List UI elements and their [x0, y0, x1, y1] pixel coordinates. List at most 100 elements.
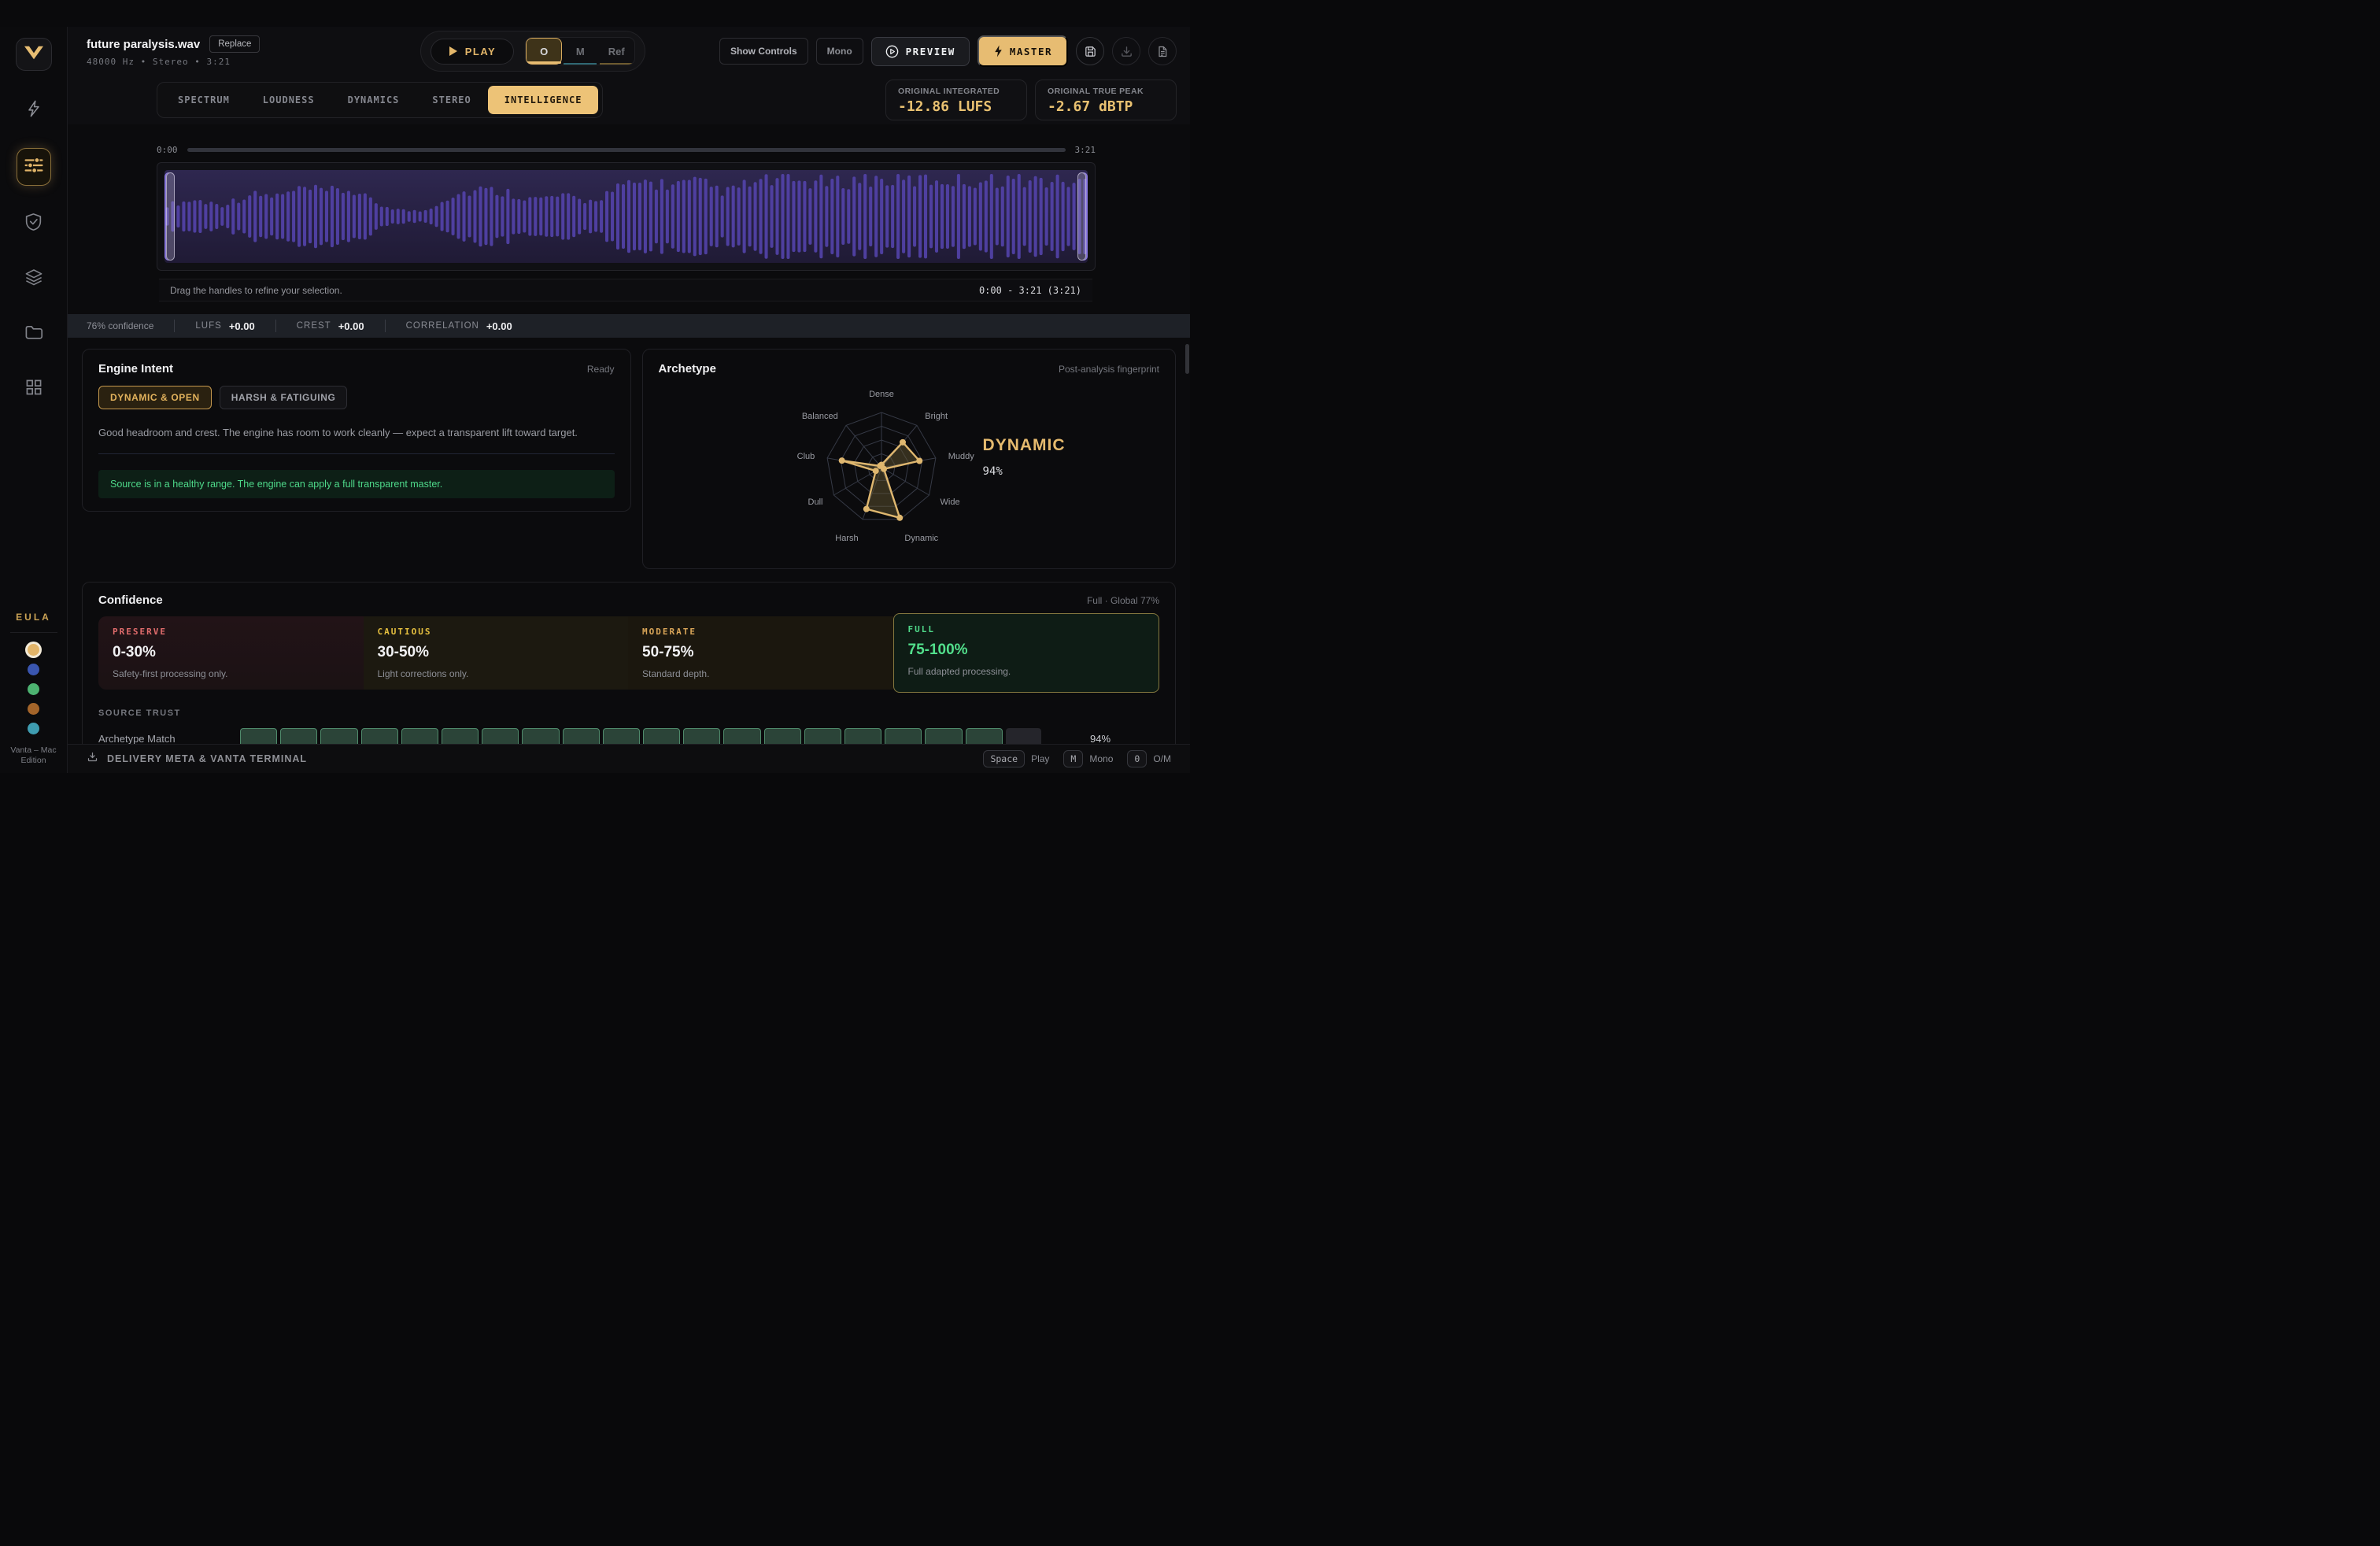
- shortcut-key: M: [1063, 750, 1084, 767]
- sidebar-item-engine[interactable]: [17, 93, 51, 128]
- tab-spectrum[interactable]: SPECTRUM: [178, 94, 230, 105]
- intent-chip[interactable]: DYNAMIC & OPEN: [98, 386, 212, 409]
- waveform-selection[interactable]: [164, 170, 1088, 263]
- shield-check-icon: [24, 213, 42, 235]
- trust-segment: [280, 728, 318, 744]
- confidence-card-cautious[interactable]: CAUTIOUS 30-50% Light corrections only.: [363, 616, 628, 690]
- edition-label: Vanta – Mac Edition: [10, 745, 57, 766]
- confidence-cards: PRESERVE 0-30% Safety-first processing onl…: [98, 613, 1159, 693]
- svg-text:Dynamic: Dynamic: [904, 534, 938, 543]
- analysis-tabs-row: SPECTRUM LOUDNESS DYNAMICS STEREO INTELLIGEN…: [68, 76, 1190, 124]
- archetype-radar-chart: Dense Bright Muddy Wide Dynamic Harsh Dull Club…: [796, 390, 974, 543]
- archetype-match-row: Archetype Match 94%: [98, 728, 1159, 744]
- confidence-title: Confidence: [98, 594, 163, 607]
- svg-text:Wide: Wide: [940, 497, 959, 507]
- shortcut-key: 0: [1127, 750, 1148, 767]
- statusbar-separator: [174, 320, 176, 332]
- timeline-end: 3:21: [1074, 145, 1096, 155]
- sidebar-item-apps[interactable]: [17, 372, 51, 406]
- intent-chip[interactable]: HARSH & FATIGUING: [219, 386, 348, 409]
- trust-segment: [804, 728, 842, 744]
- stat-card-value: -12.86 LUFS: [898, 98, 992, 115]
- master-bolt-icon: [995, 45, 1002, 57]
- report-button[interactable]: [1148, 37, 1177, 65]
- monitor-mode-reference[interactable]: Ref: [598, 38, 634, 65]
- sidebar-item-layers[interactable]: [17, 261, 51, 296]
- terminal-download-icon: [87, 751, 98, 767]
- statusbar-separator: [275, 320, 276, 332]
- svg-text:Bright: Bright: [925, 412, 948, 421]
- vanta-logo-button[interactable]: [15, 38, 52, 71]
- sidebar-item-safety[interactable]: [17, 206, 51, 241]
- trust-segment: [562, 728, 600, 744]
- equalizer-icon: [24, 156, 44, 179]
- statusbar-separator: [384, 320, 386, 332]
- trust-segment: [442, 728, 479, 744]
- file-name: future paralysis.wav: [87, 37, 201, 51]
- palette-swatch[interactable]: [28, 663, 39, 675]
- tab-dynamics[interactable]: DYNAMICS: [347, 94, 400, 105]
- intelligence-content: 0:00 3:21 Drag the handles to refine you…: [68, 124, 1190, 744]
- folder-icon: [24, 324, 43, 344]
- monitor-mode-master[interactable]: M: [562, 38, 598, 65]
- preview-button[interactable]: PREVIEW: [870, 36, 970, 66]
- trust-segment: [844, 728, 882, 744]
- bottom-bar: DELIVERY META & VANTA TERMINAL Space Play…: [68, 744, 1190, 773]
- archetype-subtitle: Post-analysis fingerprint: [1058, 363, 1159, 375]
- analysis-tabs: SPECTRUM LOUDNESS DYNAMICS STEREO INTELLIGEN…: [157, 82, 604, 118]
- palette-swatch[interactable]: [28, 722, 39, 734]
- stat-card: ORIGINAL TRUE PEAK -2.67 dBTP: [1035, 80, 1177, 120]
- mono-button[interactable]: Mono: [815, 38, 863, 65]
- download-icon: [1121, 46, 1132, 57]
- selection-handle-left[interactable]: [166, 172, 175, 261]
- confidence-card-label: MODERATE: [642, 627, 697, 637]
- save-button[interactable]: [1076, 37, 1104, 65]
- sidebar-item-files[interactable]: [17, 316, 51, 351]
- confidence-readout: 76% confidence: [87, 320, 154, 331]
- engine-intent-title: Engine Intent: [98, 362, 173, 375]
- trust-segment: [602, 728, 641, 744]
- monitor-mode-original[interactable]: O: [526, 38, 563, 65]
- theme-palette: [28, 643, 39, 734]
- play-button[interactable]: PLAY: [430, 38, 515, 65]
- tab-stereo[interactable]: STEREO: [432, 94, 471, 105]
- stat-card-label: ORIGINAL INTEGRATED: [898, 87, 1000, 96]
- confidence-panel: Confidence Full · Global 77% PRESERVE 0-3…: [82, 582, 1176, 744]
- confidence-card-label: CAUTIOUS: [377, 627, 432, 637]
- selection-handle-right[interactable]: [1077, 172, 1086, 261]
- sidebar-item-mastering[interactable]: [16, 148, 51, 186]
- master-button[interactable]: MASTER: [977, 35, 1068, 67]
- svg-text:Dense: Dense: [869, 390, 894, 399]
- stat-card: ORIGINAL INTEGRATED -12.86 LUFS: [885, 80, 1027, 120]
- confidence-card-full[interactable]: FULL 75-100% Full adapted processing.: [893, 613, 1159, 693]
- replace-button[interactable]: Replace: [209, 35, 261, 53]
- layers-icon: [24, 268, 43, 290]
- window-titlebar: [0, 0, 1190, 27]
- tab-intelligence[interactable]: INTELLIGENCE: [487, 86, 599, 114]
- confidence-card-moderate[interactable]: MODERATE 50-75% Standard depth.: [628, 616, 893, 690]
- palette-swatch[interactable]: [28, 643, 39, 656]
- shortcut: Space Play: [983, 750, 1049, 767]
- svg-text:Club: Club: [796, 452, 815, 461]
- document-icon: [1159, 46, 1167, 57]
- trust-segment: [683, 728, 721, 744]
- palette-swatch[interactable]: [28, 702, 39, 715]
- engine-status: Ready: [586, 363, 615, 375]
- scrollbar-thumb[interactable]: [1185, 344, 1189, 374]
- trust-row-label: Archetype Match: [98, 732, 176, 745]
- trust-segment: [763, 728, 801, 744]
- trust-segment: [723, 728, 761, 744]
- timeline-track[interactable]: [187, 148, 1066, 152]
- preview-play-icon: [885, 45, 898, 57]
- download-button[interactable]: [1112, 37, 1140, 65]
- confidence-card-preserve[interactable]: PRESERVE 0-30% Safety-first processing onl…: [98, 616, 364, 690]
- confidence-card-desc: Standard depth.: [642, 668, 710, 679]
- show-controls-button[interactable]: Show Controls: [719, 38, 808, 65]
- terminal-toggle[interactable]: DELIVERY META & VANTA TERMINAL: [107, 753, 308, 764]
- trust-segment: [965, 728, 1003, 744]
- confidence-card-range: 30-50%: [377, 644, 430, 660]
- timeline: 0:00 3:21: [157, 145, 1096, 155]
- palette-swatch[interactable]: [28, 682, 39, 695]
- eula-link[interactable]: EULA: [16, 611, 51, 623]
- tab-loudness[interactable]: LOUDNESS: [262, 94, 315, 105]
